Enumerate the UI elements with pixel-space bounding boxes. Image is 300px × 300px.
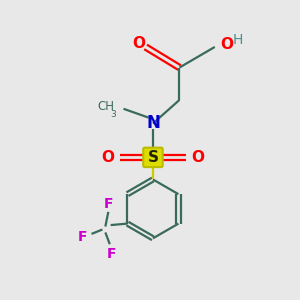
Text: F: F (106, 247, 116, 261)
Text: O: O (220, 37, 233, 52)
Text: O: O (191, 150, 205, 165)
Text: O: O (101, 150, 114, 165)
Text: F: F (78, 230, 87, 244)
FancyBboxPatch shape (143, 148, 163, 167)
Text: 3: 3 (110, 110, 116, 118)
Text: F: F (103, 197, 113, 212)
Text: S: S (147, 150, 158, 165)
Text: H: H (233, 33, 243, 47)
Text: O: O (133, 37, 146, 52)
Text: N: N (146, 115, 160, 133)
Text: CH: CH (98, 100, 115, 113)
